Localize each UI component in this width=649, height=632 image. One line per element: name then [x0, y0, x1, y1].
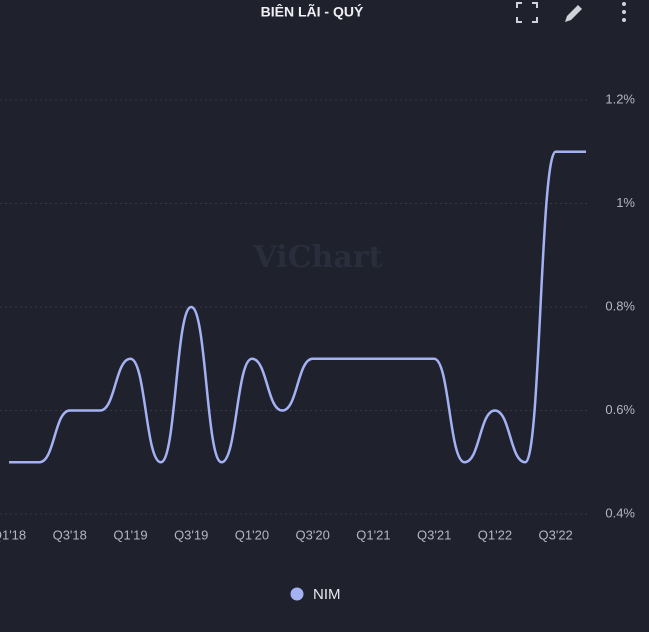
- edit-icon[interactable]: [565, 5, 582, 22]
- chart-title: BIÊN LÃI - QUÝ: [261, 3, 364, 20]
- y-tick-label: 1.2%: [605, 91, 635, 106]
- legend-label: NIM: [313, 586, 341, 603]
- line-series: [9, 150, 587, 464]
- x-tick-label: Q3'22: [539, 527, 573, 542]
- x-tick-label: Q1'21: [356, 527, 390, 542]
- plot-area: 0.4% 0.6% 0.8% 1% 1.2% Q1'18 Q3'18 Q1'19 Q3'19 Q1…: [0, 91, 635, 603]
- x-tick-label: Q3'21: [417, 527, 451, 542]
- x-tick-label: Q3'18: [53, 527, 87, 542]
- menu-icon[interactable]: [622, 2, 626, 22]
- watermark: ViChart: [253, 240, 383, 275]
- y-tick-label: 0.8%: [605, 298, 635, 313]
- y-tick-label: 0.6%: [605, 402, 635, 417]
- legend-marker: [290, 587, 304, 601]
- x-tick-label: Q1'19: [113, 527, 147, 542]
- x-tick-label: Q1'20: [235, 527, 269, 542]
- y-tick-label: 1%: [616, 195, 635, 210]
- x-tick-label: Q3'20: [296, 527, 330, 542]
- y-tick-label: 0.4%: [605, 505, 635, 520]
- fullscreen-icon[interactable]: [516, 2, 538, 23]
- x-tick-label: Q1'22: [478, 527, 512, 542]
- x-tick-label: Q3'19: [174, 527, 208, 542]
- x-tick-label: Q1'18: [0, 527, 26, 542]
